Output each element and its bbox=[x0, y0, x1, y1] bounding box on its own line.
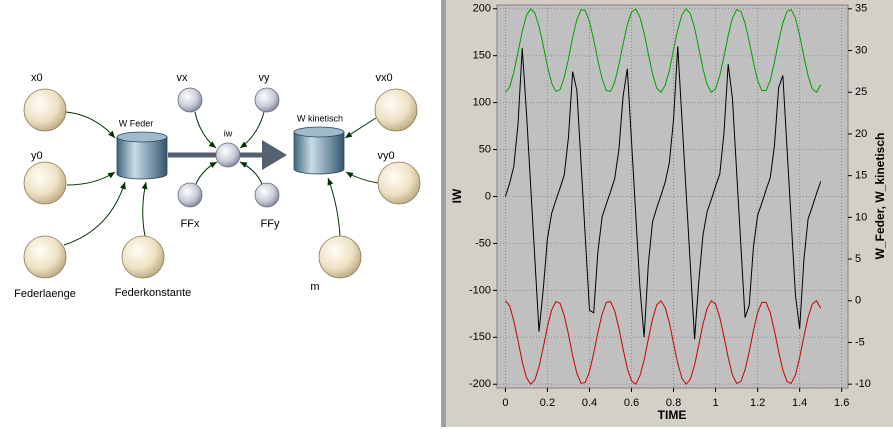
arrow bbox=[195, 161, 218, 185]
variable-node bbox=[254, 182, 280, 208]
y2-tick-label: 20 bbox=[855, 128, 867, 140]
x-tick-label: 0.8 bbox=[666, 397, 681, 409]
node-label: vx bbox=[177, 72, 189, 84]
diagram-labels: x0 y0 Federlaenge Federkonstante W Feder… bbox=[14, 72, 394, 300]
arrow bbox=[65, 111, 116, 139]
arrow bbox=[239, 111, 265, 149]
node-label: vy bbox=[259, 72, 271, 84]
x-tick-label: 1.4 bbox=[792, 397, 807, 409]
x-tick-label: 0.2 bbox=[540, 397, 555, 409]
arrow bbox=[194, 111, 217, 149]
stock-top bbox=[293, 126, 345, 138]
plot-area bbox=[496, 4, 849, 389]
parameter-node bbox=[377, 161, 421, 205]
x-tick-label: 1.2 bbox=[750, 397, 765, 409]
parameter-node bbox=[318, 235, 362, 279]
diagram bbox=[23, 87, 421, 279]
data-line bbox=[505, 8, 822, 94]
arrow bbox=[141, 181, 148, 237]
x-axis-label: TIME bbox=[658, 408, 687, 422]
y-tick-label: 200 bbox=[473, 3, 491, 15]
y2-axis-label: W_Feder, W_kinetisch bbox=[873, 133, 887, 260]
parameter-node bbox=[23, 161, 67, 205]
y2-tick-label: 0 bbox=[855, 295, 861, 307]
y-tick-label: -150 bbox=[469, 331, 491, 343]
node-label: y0 bbox=[31, 150, 43, 162]
node-label: vy0 bbox=[377, 150, 394, 162]
node-label: Federkonstante bbox=[115, 287, 191, 299]
node-label: vx0 bbox=[375, 72, 392, 84]
x-tick-label: 0 bbox=[502, 397, 508, 409]
y-tick-label: -100 bbox=[469, 284, 491, 296]
y-tick-label: 0 bbox=[485, 190, 491, 202]
node-label: W kinetisch bbox=[297, 113, 343, 123]
parameter-node bbox=[121, 235, 165, 279]
y-axis-label: IW bbox=[450, 188, 464, 203]
x-tick-label: 1 bbox=[713, 397, 719, 409]
variable-node bbox=[177, 87, 203, 113]
x-tick-label: 0.6 bbox=[624, 397, 639, 409]
node-label: Federlaenge bbox=[14, 288, 76, 300]
node-label: FFy bbox=[261, 218, 280, 230]
node-label: x0 bbox=[31, 72, 43, 84]
diagram-panel bbox=[0, 0, 441, 427]
node-label: iw bbox=[224, 128, 233, 138]
y-tick-label: 100 bbox=[473, 97, 491, 109]
y-tick-label: -50 bbox=[475, 237, 491, 249]
arrow bbox=[327, 177, 341, 237]
parameter-node bbox=[23, 88, 67, 132]
y2-tick-label: -10 bbox=[855, 378, 871, 390]
arrow bbox=[345, 171, 379, 184]
arrow bbox=[344, 117, 377, 139]
x-tick-label: 0.4 bbox=[582, 397, 597, 409]
node-label: FFx bbox=[181, 218, 200, 230]
stock-top bbox=[116, 131, 168, 143]
chart: -200-150-100-50050100150200-10-505101520… bbox=[469, 3, 871, 409]
arrow bbox=[63, 181, 126, 246]
parameter-node bbox=[23, 235, 67, 279]
variable-node bbox=[254, 87, 280, 113]
y2-tick-label: 35 bbox=[855, 3, 867, 15]
arrow bbox=[66, 171, 116, 186]
splitter[interactable] bbox=[441, 0, 446, 427]
arrow bbox=[239, 161, 263, 185]
y-tick-label: -200 bbox=[469, 378, 491, 390]
y-tick-label: 50 bbox=[479, 143, 491, 155]
stock-node bbox=[293, 131, 345, 175]
y2-tick-label: 30 bbox=[855, 44, 867, 56]
y2-tick-label: 25 bbox=[855, 86, 867, 98]
variable-node bbox=[177, 182, 203, 208]
variable-node bbox=[215, 142, 241, 168]
y2-tick-label: 10 bbox=[855, 211, 867, 223]
x-tick-label: 1.6 bbox=[834, 397, 849, 409]
stock-node bbox=[116, 136, 168, 180]
y2-tick-label: 15 bbox=[855, 170, 867, 182]
node-label: W Feder bbox=[119, 118, 154, 128]
y-tick-label: 150 bbox=[473, 50, 491, 62]
data-line bbox=[505, 299, 822, 385]
data-line bbox=[504, 46, 822, 340]
parameter-node bbox=[374, 88, 418, 132]
y2-tick-label: 5 bbox=[855, 253, 861, 265]
node-label: m bbox=[310, 281, 319, 293]
y2-tick-label: -5 bbox=[855, 336, 865, 348]
